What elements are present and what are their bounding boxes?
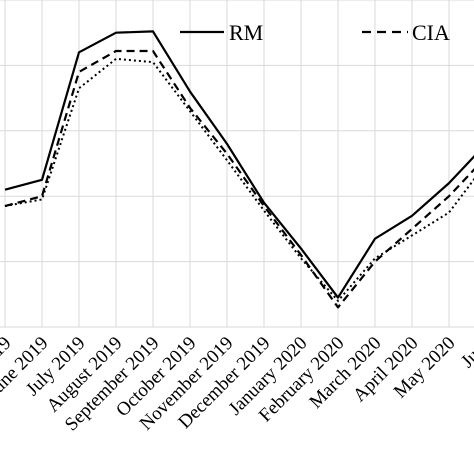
- grid-lines: [0, 0, 474, 328]
- series-line-rm: [4, 30, 474, 299]
- series-line-cia: [4, 49, 474, 309]
- legend: RM CIA: [180, 20, 450, 45]
- x-tick-label: June: [457, 333, 474, 372]
- series-line-series-2: [4, 57, 474, 302]
- legend-label-rm: RM: [229, 20, 263, 45]
- legend-label-cia: CIA: [412, 20, 450, 45]
- series-lines: [4, 30, 474, 309]
